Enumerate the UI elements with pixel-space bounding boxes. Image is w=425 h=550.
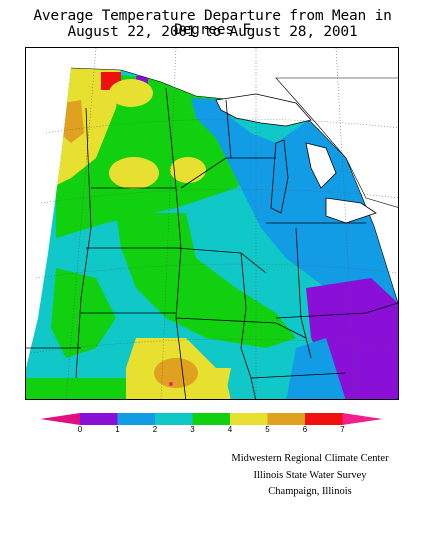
legend-tick-label: 1: [115, 425, 120, 434]
legend-bin: [230, 413, 268, 425]
legend-tick-label: 4: [227, 425, 233, 434]
blue-southeast-patch: [286, 338, 346, 399]
legend-tick-label: 3: [190, 425, 195, 434]
green-central-band: [116, 213, 296, 348]
yellow-north-patch: [109, 79, 153, 107]
legend-bin-high-arrow: [342, 413, 383, 425]
yellow-northwest-area: [51, 68, 121, 188]
canada-unfilled-area: [275, 77, 398, 208]
map-date-range: August 22, 2001 to August 28, 2001: [67, 24, 358, 40]
legend-bin: [80, 413, 118, 425]
map-title: Average Temperature Departure from Mean …: [33, 8, 392, 38]
legend-tick-label: 2: [152, 425, 158, 434]
lake-superior: [215, 93, 312, 127]
lake-erie: [325, 197, 377, 224]
yellow-small-patch: [206, 368, 231, 393]
orange-south-patch: [154, 358, 198, 388]
legend-bin: [117, 413, 155, 425]
legend-tick-label: 0: [77, 425, 83, 434]
green-southwest-strip: [26, 378, 126, 399]
yellow-dakota-west: [109, 157, 159, 189]
legend-bin: [155, 413, 193, 425]
legend-tick-label: 6: [302, 425, 308, 434]
legend-bin-low-arrow: [40, 413, 80, 425]
temperature-departure-map: [25, 47, 399, 400]
color-legend-bar: [40, 413, 383, 425]
legend-tick-label: 7: [340, 425, 345, 434]
blue-east-area: [191, 98, 398, 303]
state-boundaries: [26, 87, 398, 399]
yellow-dakota-east: [170, 157, 206, 183]
credit-location: Champaign, Illinois: [268, 486, 352, 497]
graticule: [30, 48, 398, 399]
credit-organization: Midwestern Regional Climate Center: [231, 453, 389, 464]
legend-bin: [305, 413, 343, 425]
map-svg: [26, 48, 398, 399]
legend-tick-label: 5: [265, 425, 270, 434]
lake-huron: [305, 142, 337, 189]
magenta-spot: [169, 382, 173, 386]
credit-survey: Illinois State Water Survey: [253, 470, 367, 481]
legend-bin: [192, 413, 230, 425]
legend-bin: [267, 413, 305, 425]
